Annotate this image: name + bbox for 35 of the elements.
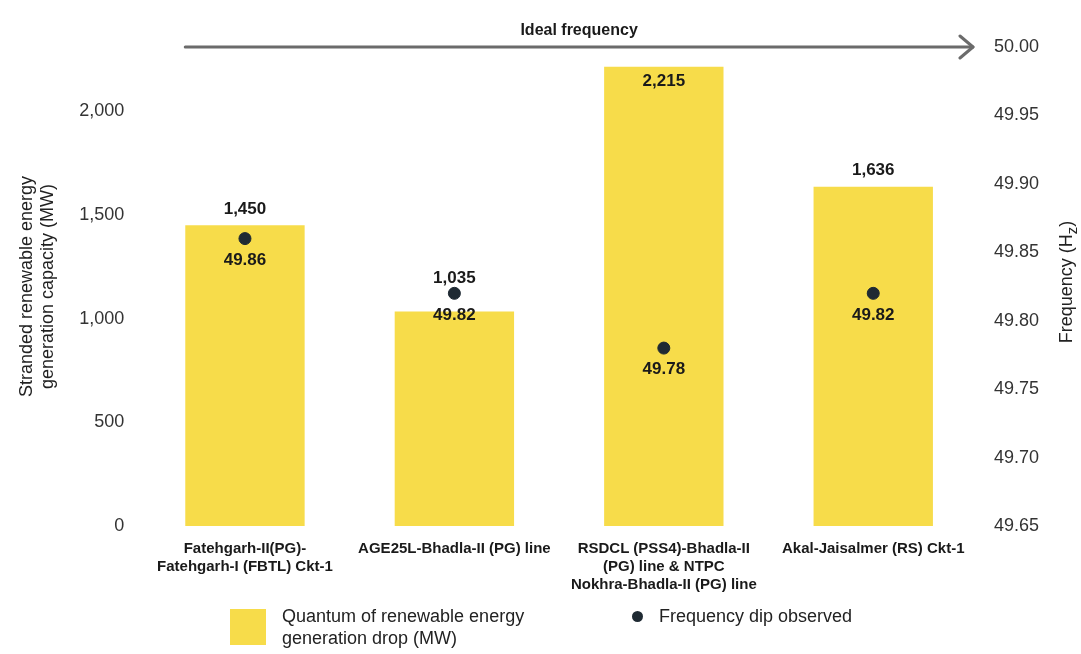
x-tick-label: AGE25L-Bhadla-II (PG) line: [358, 539, 551, 557]
data-label: 1,636: [851, 159, 895, 179]
data-label: 2,215: [642, 70, 686, 90]
point: [866, 286, 880, 300]
y-tick-label: 1,000: [79, 307, 125, 328]
legend-label: Frequency dip observed: [659, 605, 853, 627]
y2-tick-label: 49.70: [993, 446, 1039, 467]
y-tick-label: 1,500: [79, 203, 125, 224]
y2-tick-label: 49.85: [993, 241, 1039, 262]
y2-tick-label: 49.65: [993, 514, 1039, 535]
bar: [813, 186, 933, 526]
y2-tick-label: 49.90: [993, 172, 1039, 193]
y-tick-label: 2,000: [79, 100, 125, 121]
y2-tick-label: 49.75: [993, 378, 1039, 399]
y-axis-title: Stranded renewable energy generation capacity (MW): [15, 175, 58, 398]
point: [238, 232, 252, 246]
bar: [604, 66, 724, 526]
y2-tick-label: 49.95: [993, 104, 1039, 125]
legend-label: Quantum of renewable energy generation drop (MW): [282, 605, 526, 649]
data-label: 49.86: [223, 249, 267, 269]
bar: [185, 225, 305, 526]
data-label: 49.82: [851, 304, 895, 324]
y2-tick-label: 50.00: [993, 35, 1039, 56]
x-tick-label: Fatehgarh-II(PG)-Fatehgarh-I (FBTL) Ckt-1: [157, 539, 333, 575]
point: [657, 341, 671, 355]
data-label: 1,450: [223, 198, 267, 218]
y-tick-label: 500: [94, 411, 125, 432]
y2-tick-label: 49.80: [993, 309, 1039, 330]
ref-line-label: Ideal frequency: [520, 21, 638, 39]
x-tick-label: Akal-Jaisalmer (RS) Ckt-1: [781, 539, 965, 557]
data-label: 1,035: [433, 267, 476, 287]
data-label: 49.78: [642, 359, 686, 379]
x-tick-label: RSDCL (PSS4)-Bhadla-II (PG) line & NTPC Nokhra-Bhadla-II (PG) line: [570, 539, 757, 593]
point: [447, 286, 461, 300]
y-tick-label: 0: [114, 514, 125, 535]
